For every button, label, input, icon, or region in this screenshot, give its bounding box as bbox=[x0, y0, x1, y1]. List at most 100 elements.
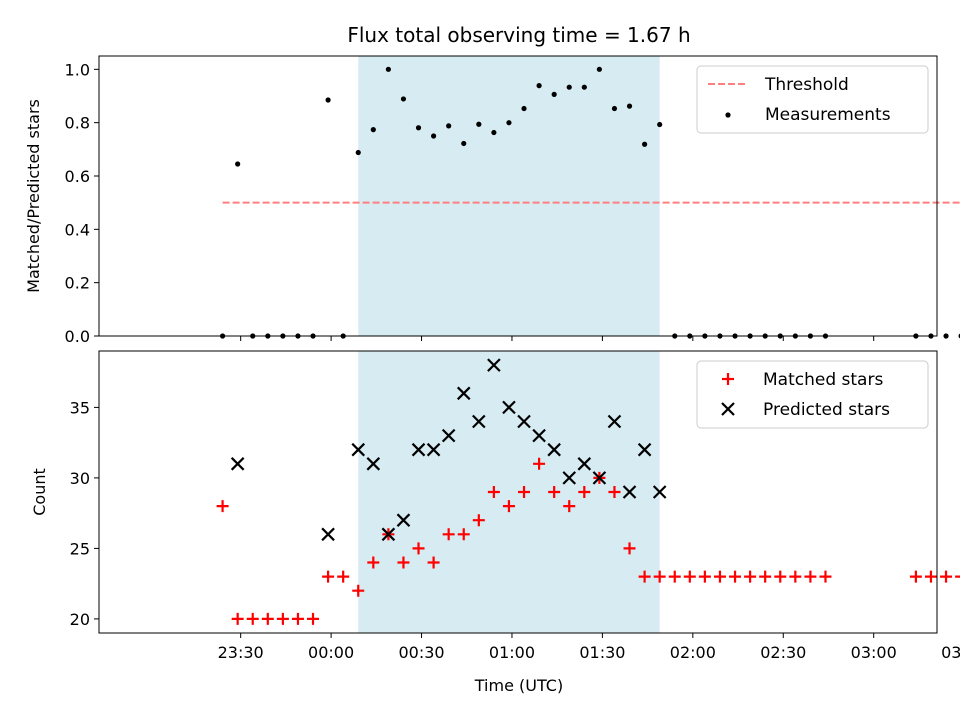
bottom-y-ticks: 20 25 30 35 bbox=[70, 398, 99, 629]
measurement-point bbox=[566, 84, 572, 90]
matched-star-marker bbox=[789, 570, 802, 583]
matched-star-marker bbox=[653, 570, 666, 583]
measurement-point bbox=[626, 103, 633, 109]
matched-star-marker bbox=[457, 528, 470, 541]
measurement-point bbox=[536, 83, 542, 89]
legend-matched-label: Matched stars bbox=[763, 370, 883, 390]
legend-predicted-label: Predicted stars bbox=[763, 400, 890, 420]
measurement-point bbox=[943, 333, 949, 339]
matched-star-marker bbox=[759, 570, 772, 583]
y-tick-label: 0.8 bbox=[65, 114, 90, 133]
predicted-star-marker bbox=[351, 442, 366, 457]
predicted-star-marker bbox=[487, 358, 501, 372]
predicted-star-marker bbox=[411, 442, 426, 457]
top-shaded-interval bbox=[358, 56, 660, 336]
matched-star-marker bbox=[216, 500, 229, 513]
matched-star-marker bbox=[231, 612, 244, 625]
matched-star-marker bbox=[291, 612, 304, 625]
measurement-point bbox=[461, 140, 467, 147]
predicted-star-marker bbox=[592, 471, 607, 485]
predicted-star-marker bbox=[321, 527, 335, 542]
y-tick-label: 30 bbox=[70, 469, 90, 488]
bottom-legend: Matched stars Predicted stars bbox=[696, 360, 929, 429]
chart-title: Flux total observing time = 1.67 h bbox=[347, 23, 690, 47]
matched-star-marker bbox=[261, 612, 274, 625]
measurement-point bbox=[415, 125, 422, 131]
matched-star-marker bbox=[713, 570, 726, 583]
predicted-star-marker bbox=[607, 414, 622, 429]
x-tick-label: 01:00 bbox=[489, 643, 535, 662]
predicted-star-marker bbox=[426, 442, 441, 457]
matched-star-marker bbox=[729, 570, 742, 583]
y-tick-label: 1.0 bbox=[65, 60, 90, 79]
x-tick-label: 00:30 bbox=[398, 643, 444, 662]
measurement-point bbox=[657, 121, 663, 128]
measurement-point bbox=[476, 121, 482, 127]
matched-star-marker bbox=[924, 570, 937, 583]
matched-star-marker bbox=[246, 612, 259, 625]
x-tick-label: 00:00 bbox=[308, 643, 354, 662]
measurement-point bbox=[491, 129, 497, 136]
measurement-point bbox=[370, 127, 376, 133]
x-axis-label: Time (UTC) bbox=[474, 676, 563, 695]
matched-star-marker bbox=[804, 570, 817, 583]
x-tick-label: 02:30 bbox=[760, 643, 806, 662]
measurement-point bbox=[596, 66, 602, 72]
predicted-star-marker bbox=[547, 442, 561, 457]
matched-star-marker bbox=[563, 500, 576, 513]
y-tick-label: 0.4 bbox=[65, 220, 90, 239]
matched-star-marker bbox=[533, 457, 546, 470]
bottom-legend-box bbox=[696, 360, 929, 429]
y-tick-label: 0.0 bbox=[65, 327, 90, 346]
matched-star-marker bbox=[337, 570, 350, 583]
matched-star-marker bbox=[472, 514, 485, 527]
matched-star-marker bbox=[668, 570, 681, 583]
y-tick-label: 0.6 bbox=[65, 167, 90, 186]
predicted-star-marker bbox=[622, 485, 637, 499]
measurement-point bbox=[400, 96, 407, 102]
legend-threshold-label: Threshold bbox=[764, 75, 849, 95]
measurement-point bbox=[581, 84, 587, 90]
measurement-point bbox=[430, 133, 437, 139]
predicted-star-marker bbox=[532, 428, 546, 443]
matched-star-marker bbox=[276, 612, 289, 625]
matched-star-marker bbox=[638, 570, 651, 583]
measurement-point bbox=[325, 97, 331, 103]
predicted-stars-series bbox=[230, 358, 667, 542]
matched-star-marker bbox=[412, 542, 425, 555]
predicted-star-marker bbox=[396, 513, 411, 527]
y-tick-label: 35 bbox=[70, 398, 90, 417]
matched-star-marker bbox=[502, 500, 515, 513]
matched-star-marker bbox=[683, 570, 696, 583]
predicted-star-marker bbox=[502, 400, 516, 415]
y-tick-label: 25 bbox=[70, 539, 90, 558]
matched-star-marker bbox=[442, 528, 455, 541]
matched-star-marker bbox=[608, 486, 621, 498]
predicted-star-marker bbox=[456, 386, 471, 401]
matched-star-marker bbox=[367, 556, 380, 569]
matched-star-marker bbox=[698, 570, 711, 583]
x-tick-label: 23:30 bbox=[218, 643, 264, 662]
predicted-star-marker bbox=[381, 527, 396, 542]
top-legend-box bbox=[696, 65, 929, 134]
matched-star-marker bbox=[578, 486, 591, 498]
measurement-point bbox=[611, 105, 618, 112]
matched-star-marker bbox=[518, 486, 531, 498]
predicted-star-marker bbox=[230, 457, 245, 471]
predicted-star-marker bbox=[366, 457, 381, 471]
measurement-point bbox=[642, 141, 648, 147]
matched-star-marker bbox=[623, 542, 636, 555]
matched-star-marker bbox=[322, 570, 335, 583]
legend-predicted-swatch bbox=[721, 402, 735, 416]
matched-star-marker bbox=[940, 570, 953, 583]
matched-star-marker bbox=[487, 486, 500, 498]
top-panel: 0.0 0.2 0.4 0.6 0.8 1.0 Matched/Predicted sta… bbox=[24, 55, 960, 346]
predicted-star-marker bbox=[652, 485, 667, 499]
top-y-axis-label: Matched/Predicted stars bbox=[24, 99, 43, 293]
x-tick-label: 03:00 bbox=[851, 643, 897, 662]
predicted-star-marker bbox=[517, 414, 531, 429]
predicted-star-marker bbox=[577, 457, 592, 471]
measurement-point bbox=[521, 105, 527, 112]
matched-star-marker bbox=[427, 556, 440, 569]
matched-star-marker bbox=[774, 570, 787, 583]
